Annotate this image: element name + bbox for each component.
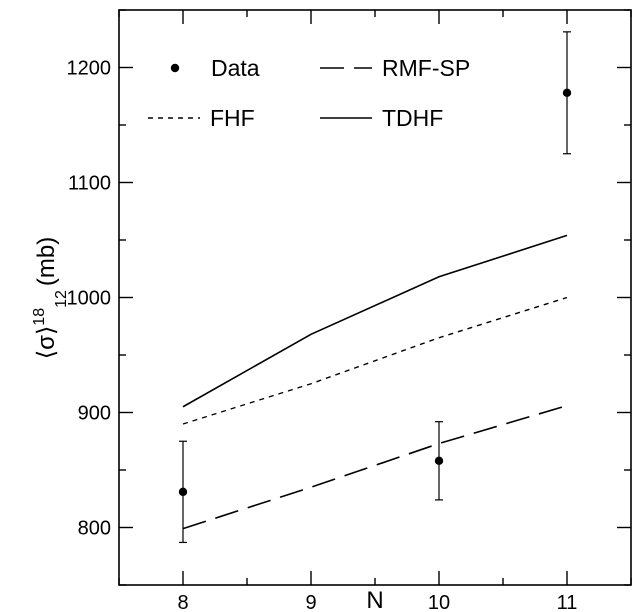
series-line-rmf-sp [182, 404, 568, 530]
legend-label-fhf: FHF [210, 105, 255, 131]
y-axis-label: ⟨σ⟩18 12 (mb) [31, 237, 70, 359]
legend-label-tdhf: TDHF [382, 105, 443, 131]
y-axis-label-superscript: 18 [31, 308, 48, 326]
axis-tick-labels: 8 9 10 11 800 900 1000 1100 1200 [67, 58, 578, 612]
axis-ticks [118, 9, 632, 586]
series-line-tdhf [182, 234, 568, 408]
series-line-fhf [182, 296, 568, 425]
data-point [562, 88, 572, 98]
x-axis-label: N [366, 587, 383, 612]
x-tick-label: 10 [428, 592, 450, 612]
y-tick-label: 1100 [68, 173, 111, 195]
legend: Data RMF-SP FHF TDHF [148, 55, 470, 131]
y-axis-label-symbol: ⟨σ⟩ [33, 326, 60, 360]
data-point [178, 487, 188, 497]
y-tick-label: 800 [78, 518, 111, 540]
x-tick-label: 11 [557, 592, 578, 612]
legend-symbol-data [170, 63, 180, 73]
y-axis-label-unit: (mb) [33, 237, 60, 286]
legend-label-rmf-sp: RMF-SP [382, 55, 470, 81]
y-tick-label: 900 [78, 403, 111, 425]
x-tick-label: 8 [177, 592, 188, 612]
y-tick-label: 1200 [67, 58, 112, 80]
legend-label-data: Data [211, 55, 260, 81]
series-layer [178, 31, 572, 544]
plot-frame [118, 9, 632, 586]
y-tick-label: 1000 [67, 288, 112, 310]
x-tick-label: 9 [305, 592, 316, 612]
y-axis-label-subscript: 12 [53, 290, 70, 308]
data-point [434, 456, 444, 465]
